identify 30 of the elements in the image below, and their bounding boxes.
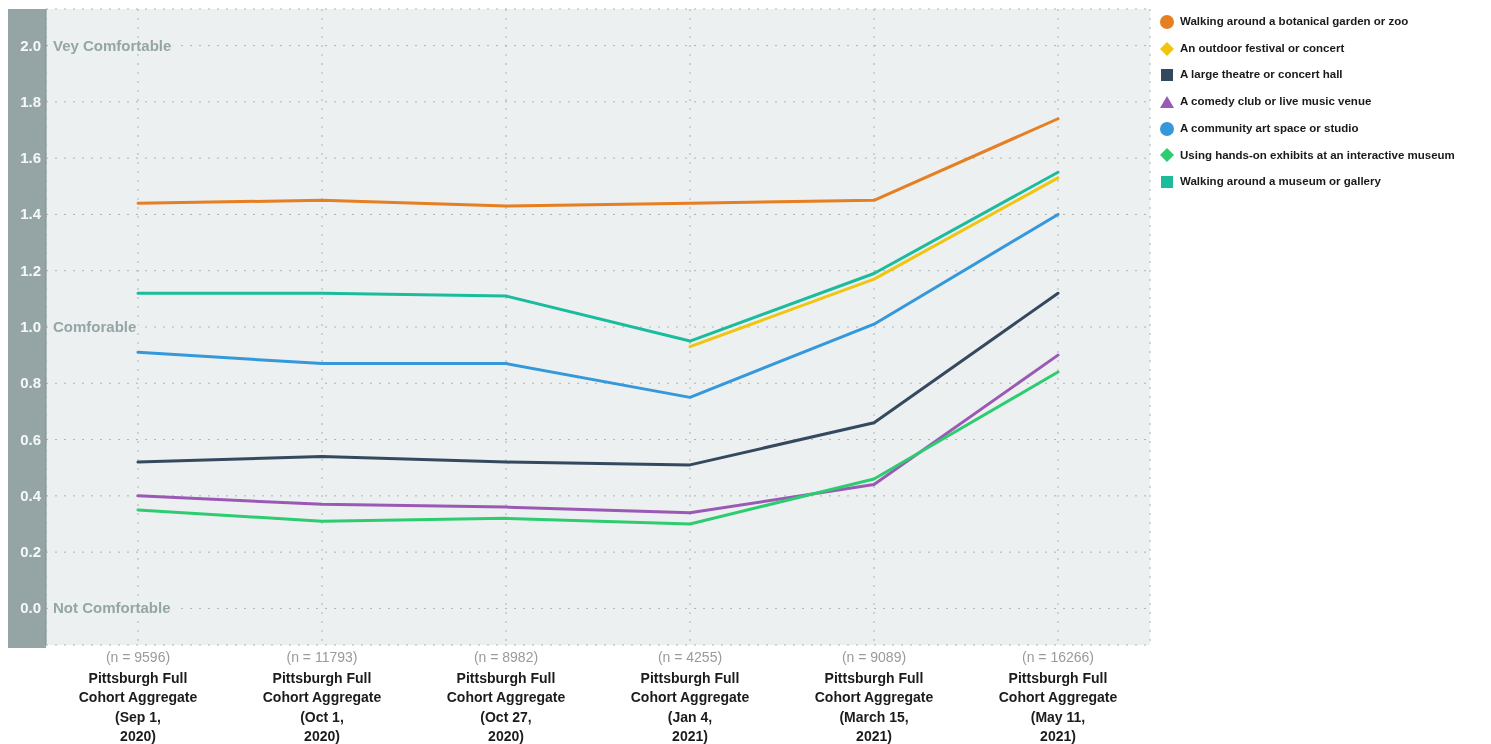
line-series (136, 291, 1060, 467)
y-tick-label: 2.0 Vey Comfortable (20, 36, 172, 54)
line-series (136, 353, 1060, 515)
line-series (136, 370, 1060, 526)
y-tick-label: 0.0 Not Comfortable (20, 599, 171, 617)
legend-label: Using hands-on exhibits at an interactive museum (1180, 148, 1455, 161)
y-tick-label: 0.2 (20, 543, 41, 561)
x-tick-label: (n = 9089) Pittsburgh Full Cohort Aggregate (March 15, 2021) (814, 649, 934, 744)
line-series (136, 117, 1060, 208)
x-tick-label: (n = 11793) Pittsburgh Full Cohort Aggregate (Oct 1, 2020) (262, 649, 382, 744)
y-tick-label: 1.6 (20, 149, 41, 167)
y-tick-label: 0.8 (20, 374, 41, 392)
x-tick-label: (n = 9596) Pittsburgh Full Cohort Aggregate (Sep 1, 2020) (78, 649, 198, 744)
legend-label: Walking around a museum or gallery (1180, 175, 1381, 188)
line-series (136, 170, 1060, 343)
legend-label: A large theatre or concert hall (1180, 68, 1343, 81)
legend-label: An outdoor festival or concert (1180, 41, 1345, 54)
y-tick-label: 1.4 (20, 205, 42, 223)
y-tick-label: 0.6 (20, 430, 41, 448)
legend-label: A comedy club or live music venue (1180, 95, 1372, 108)
x-tick-label: (n = 16266) Pittsburgh Full Cohort Aggregate (May 11, 2021) (998, 649, 1118, 744)
x-tick-label: (n = 4255) Pittsburgh Full Cohort Aggregate (Jan 4, 2021) (630, 649, 750, 744)
y-tick-label: 1.8 (20, 92, 41, 110)
line-series (136, 212, 1060, 399)
legend-label: A community art space or studio (1180, 121, 1359, 134)
x-tick-label: (n = 8982) Pittsburgh Full Cohort Aggregate (Oct 27, 2020) (446, 649, 566, 744)
legend-label: Walking around a botanical garden or zoo (1180, 15, 1409, 27)
y-tick-label: 1.0 Comforable (20, 318, 137, 335)
y-tick-label: 0.4 (20, 486, 42, 504)
y-tick-label: 1.2 (20, 261, 41, 279)
